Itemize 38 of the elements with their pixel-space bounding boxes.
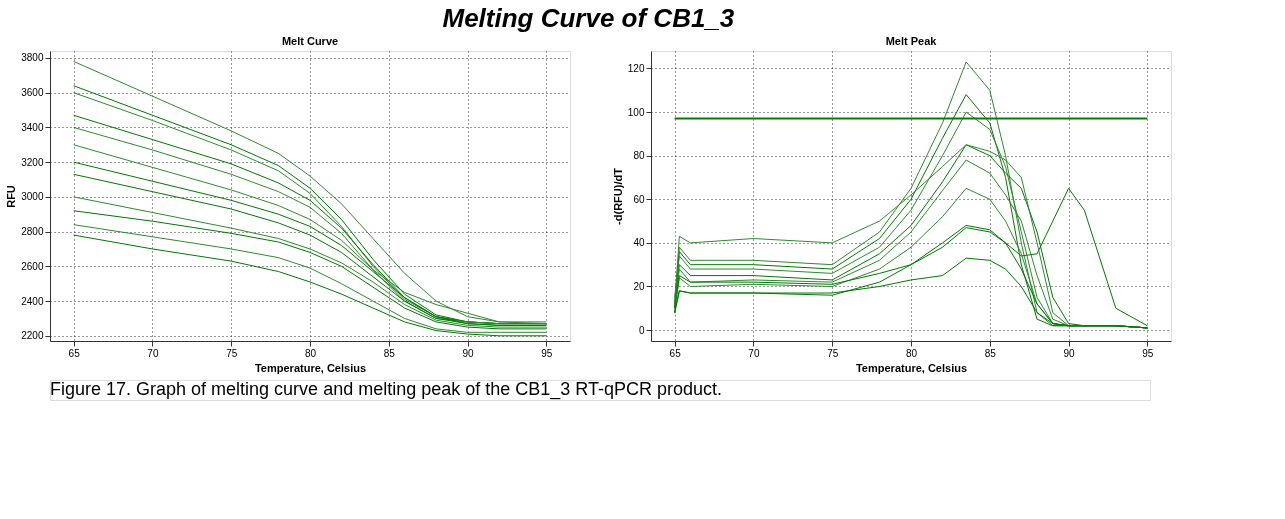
- x-tick-label: 75: [827, 347, 839, 359]
- x-tick-label: 65: [68, 347, 81, 359]
- x-tick-label: 90: [1063, 347, 1076, 359]
- chart-title: Melt Peak: [885, 35, 938, 47]
- y-tick-label: 0: [638, 324, 645, 336]
- y-axis-title: -d(RFU)/dT: [611, 167, 624, 225]
- text: Melting Curve of CB1_3: [442, 2, 735, 33]
- x-tick-label: 70: [147, 347, 159, 359]
- y-tick-label: 3800: [21, 52, 44, 64]
- x-tick-label: 85: [383, 347, 396, 359]
- chart-title: Melt Curve: [281, 35, 339, 47]
- x-tick-label: 80: [905, 347, 918, 359]
- y-tick-label: 100: [627, 106, 645, 118]
- y-tick-label: 60: [633, 193, 645, 205]
- y-tick-label: 120: [627, 62, 645, 74]
- y-axis-title: RFU: [5, 185, 18, 208]
- y-tick-label: 20: [633, 280, 645, 292]
- x-tick-label: 90: [462, 347, 475, 359]
- y-tick-label: 40: [633, 237, 645, 249]
- x-tick-label: 75: [226, 347, 238, 359]
- x-tick-label: 70: [748, 347, 760, 359]
- caption: Figure 17. Graph of melting curve and melting peak of the CB1_3 RT-qPCR product.: [50, 379, 723, 400]
- y-tick-label: 2400: [21, 295, 44, 307]
- y-tick-label: 80: [633, 150, 645, 162]
- y-tick-label: 3600: [21, 87, 44, 99]
- x-tick-label: 95: [541, 347, 553, 359]
- y-tick-label: 3000: [21, 191, 44, 203]
- y-tick-label: 3200: [21, 156, 44, 168]
- x-tick-label: 85: [984, 347, 997, 359]
- x-axis-title: Temperature, Celsius: [254, 361, 367, 374]
- x-axis-title: Temperature, Celsius: [855, 361, 968, 374]
- y-tick-label: 2600: [21, 260, 44, 272]
- y-tick-label: 2200: [21, 330, 44, 342]
- x-tick-label: 80: [304, 347, 317, 359]
- x-tick-label: 95: [1142, 347, 1154, 359]
- x-tick-label: 65: [669, 347, 682, 359]
- y-tick-label: 2800: [21, 226, 44, 238]
- y-tick-label: 3400: [21, 121, 44, 133]
